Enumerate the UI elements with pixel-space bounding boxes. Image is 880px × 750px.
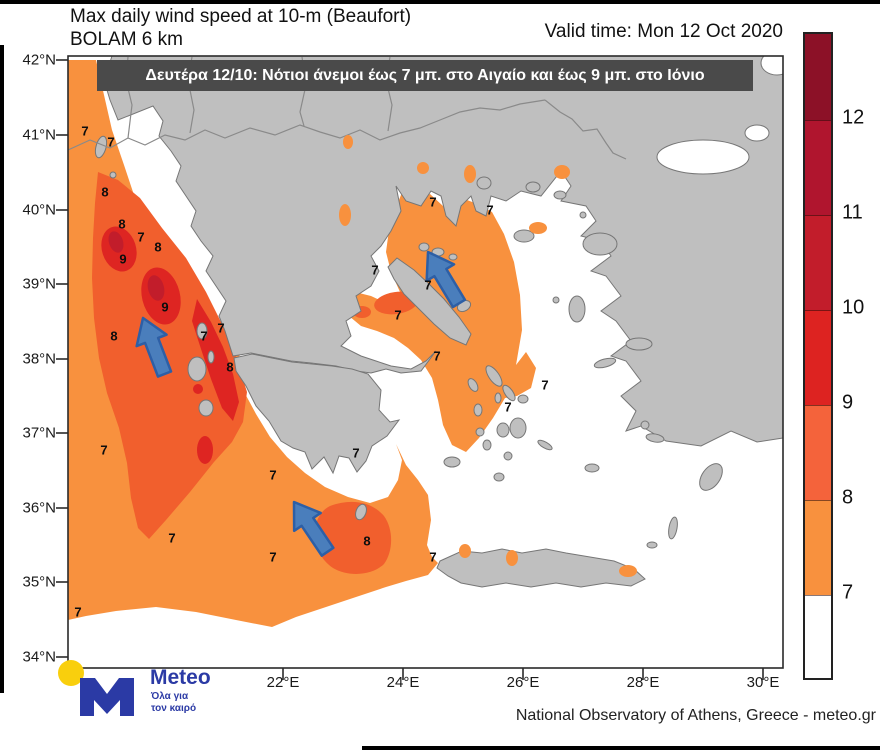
peloponnese (233, 353, 401, 475)
wind-speed-label: 9 (119, 251, 127, 267)
wind-speed-label: 7 (137, 229, 145, 245)
wind-speed-label: 7 (269, 467, 277, 483)
wind-speed-label: 7 (217, 320, 225, 336)
logo-m-icon (80, 678, 134, 716)
lon-label: 22°E (266, 674, 300, 691)
lat-label: 42°N (22, 51, 56, 69)
lat-label: 35°N (22, 573, 56, 591)
map-title: Max daily wind speed at 10-m (Beaufort) (70, 6, 412, 27)
wind-speed-label: 7 (269, 549, 277, 565)
wind-speed-label: 7 (100, 442, 108, 458)
logo-tagline-2: τον καιρό (151, 703, 197, 714)
lon-label: 24°E (386, 674, 420, 691)
lon-label: 26°E (506, 674, 540, 691)
logo-wordmark: Meteo (150, 666, 211, 689)
wind-speed-label: 8 (154, 239, 162, 255)
wind-speed-label: 7 (74, 604, 82, 620)
valid-time: Valid time: Mon 12 Oct 2020 (544, 21, 783, 42)
map-frame (67, 55, 784, 669)
wind-speed-label: 7 (352, 445, 360, 461)
land-layer (68, 56, 783, 588)
wind-speed-label: 8 (118, 216, 126, 232)
logo-tagline-1: Όλα για (151, 691, 189, 702)
lat-label: 39°N (22, 275, 56, 293)
wind-speed-label: 7 (424, 277, 432, 293)
wind-speed-label: 7 (371, 262, 379, 278)
wind-speed-label: 7 (541, 377, 549, 393)
edge-bottom (362, 746, 880, 750)
colorbar-label: 9 (842, 391, 854, 414)
map-plot-area (68, 56, 783, 668)
wind-speed-label: 7 (394, 307, 402, 323)
axis-ticks (56, 59, 764, 680)
colorbar-segment (805, 310, 831, 405)
lat-label: 40°N (22, 201, 56, 219)
wind-speed-label: 7 (168, 530, 176, 546)
lat-label: 37°N (22, 424, 56, 442)
model-subtitle: BOLAM 6 km (70, 29, 183, 50)
lon-label: 30°E (746, 674, 780, 691)
edge-left (0, 45, 4, 693)
evia-island (387, 257, 472, 346)
sea-of-marmara (656, 139, 750, 175)
colorbar-segment (805, 405, 831, 500)
lat-label: 34°N (22, 648, 56, 666)
lat-label: 36°N (22, 499, 56, 517)
wind-speed-label: 8 (226, 359, 234, 375)
meteo-logo-mark (58, 660, 134, 716)
beaufort-colorbar (803, 32, 833, 680)
wind-region-level10 (108, 231, 165, 301)
wind-speed-label: 7 (429, 549, 437, 565)
wind-patches-level7 (339, 135, 637, 577)
forecast-banner: Δευτέρα 12/10: Νότιοι άνεμοι έως 7 μπ. σ… (97, 60, 753, 91)
colorbar-segment (805, 595, 831, 678)
colorbar-label: 12 (842, 106, 865, 129)
colorbar-segment (805, 34, 831, 120)
wind-speed-label: 7 (429, 194, 437, 210)
wind-speed-label: 7 (486, 202, 494, 218)
edge-top (0, 0, 880, 4)
wind-speed-label: 9 (161, 299, 169, 315)
wind-speed-label: 7 (107, 134, 115, 150)
colorbar-segment (805, 215, 831, 310)
wind-speed-label: 7 (433, 348, 441, 364)
attribution: National Observatory of Athens, Greece -… (515, 707, 876, 724)
wind-speed-label: 7 (200, 328, 208, 344)
logo-sun-icon (58, 660, 84, 686)
wind-speed-label: 8 (101, 184, 109, 200)
colorbar-label: 11 (842, 201, 863, 224)
colorbar-segment (805, 500, 831, 595)
colorbar-label: 7 (842, 581, 854, 604)
lon-label: 28°E (626, 674, 660, 691)
lat-label: 41°N (22, 126, 56, 144)
colorbar-segment (805, 120, 831, 215)
wind-speed-label: 7 (504, 399, 512, 415)
lat-label: 38°N (22, 350, 56, 368)
wind-speed-label: 7 (81, 123, 89, 139)
wind-speed-label: 8 (110, 328, 118, 344)
colorbar-label: 8 (842, 486, 854, 509)
wind-speed-label: 8 (363, 533, 371, 549)
colorbar-label: 10 (842, 296, 865, 319)
country-borders (68, 99, 546, 151)
